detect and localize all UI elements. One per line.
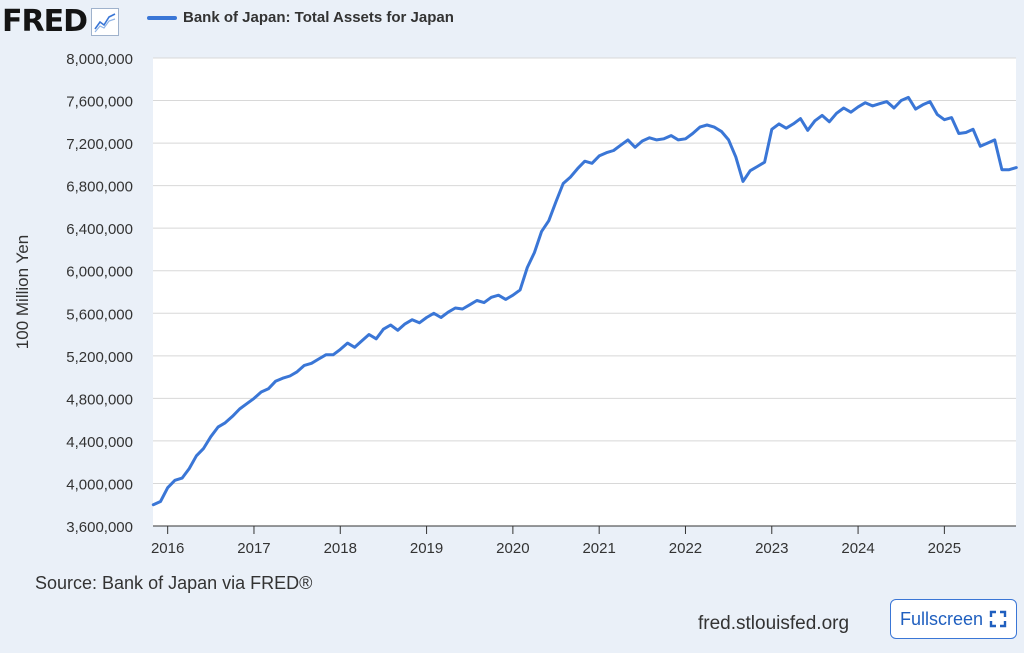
series-line (151, 95, 1018, 507)
x-tick-label: 2016 (151, 540, 184, 557)
x-tick-label: 2023 (755, 540, 788, 557)
x-tick-label: 2025 (928, 540, 961, 557)
legend-swatch (147, 15, 177, 20)
y-tick-label: 7,600,000 (66, 94, 133, 111)
y-tick-label: 7,200,000 (66, 136, 133, 153)
x-tick-label: 2021 (582, 540, 615, 557)
fullscreen-button[interactable]: Fullscreen (890, 599, 1017, 639)
fred-logo[interactable]: FRED (2, 4, 119, 40)
y-tick-label: 5,200,000 (66, 349, 133, 366)
x-tick-label: 2018 (324, 540, 357, 557)
y-tick-label: 4,000,000 (66, 476, 133, 493)
x-tick-label: 2017 (237, 540, 270, 557)
y-tick-label: 6,400,000 (66, 221, 133, 238)
y-tick-label: 4,800,000 (66, 391, 133, 408)
y-tick-label: 8,000,000 (66, 51, 133, 68)
y-tick-label: 6,000,000 (66, 264, 133, 281)
x-tick-label: 2022 (669, 540, 702, 557)
x-tick-label: 2024 (841, 540, 874, 557)
y-tick-label: 6,800,000 (66, 179, 133, 196)
line-chart-icon (91, 8, 119, 36)
line-chart[interactable]: 3,600,000 4,000,000 4,400,000 4,800,000 5,20… (0, 0, 1024, 560)
expand-icon (989, 610, 1007, 628)
y-tick-label: 5,600,000 (66, 306, 133, 323)
plot-area (153, 58, 1016, 526)
source-note: Source: Bank of Japan via FRED® (35, 573, 313, 593)
x-tick-label: 2019 (410, 540, 443, 557)
fred-logo-text: FRED (2, 4, 88, 39)
y-tick-label: 3,600,000 (66, 519, 133, 536)
chart-legend: Bank of Japan: Total Assets for Japan (147, 9, 454, 26)
fullscreen-label: Fullscreen (899, 608, 984, 629)
fred-site-link[interactable]: fred.stlouisfed.org (698, 613, 850, 634)
y-axis-label: 100 Million Yen (13, 235, 32, 349)
x-tick-label: 2020 (496, 540, 529, 557)
legend-label: Bank of Japan: Total Assets for Japan (183, 9, 454, 26)
y-tick-label: 4,400,000 (66, 434, 133, 451)
